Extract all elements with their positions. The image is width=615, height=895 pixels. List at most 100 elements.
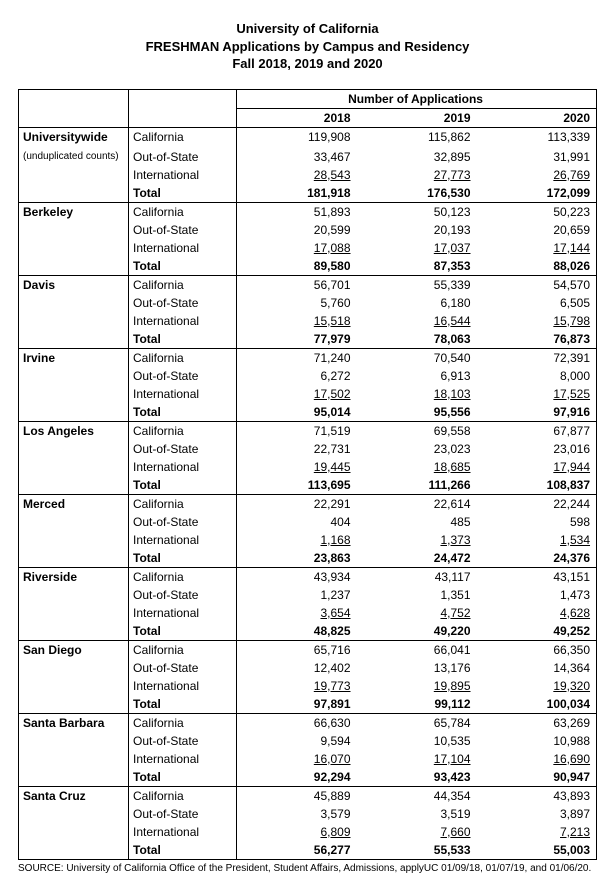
year-header: 2018 bbox=[237, 108, 357, 127]
value-cell: 76,873 bbox=[477, 330, 597, 349]
residency-label: International bbox=[129, 604, 237, 622]
table-row: (unduplicated counts)Out-of-State33,4673… bbox=[19, 146, 597, 166]
title-line-1: University of California bbox=[18, 20, 597, 38]
value-cell: 26,769 bbox=[477, 166, 597, 184]
value-cell: 17,037 bbox=[357, 239, 477, 257]
value-cell: 111,266 bbox=[357, 476, 477, 495]
value-cell: 23,863 bbox=[237, 549, 357, 568]
campus-name: Santa Barbara bbox=[23, 716, 104, 730]
value-cell: 43,151 bbox=[477, 567, 597, 586]
residency-label: California bbox=[129, 348, 237, 367]
value-cell: 97,916 bbox=[477, 403, 597, 422]
table-row: Out-of-State6,2726,9138,000 bbox=[19, 367, 597, 385]
value-cell: 16,544 bbox=[357, 312, 477, 330]
year-header: 2019 bbox=[357, 108, 477, 127]
value-cell: 43,117 bbox=[357, 567, 477, 586]
value-cell: 45,889 bbox=[237, 786, 357, 805]
residency-label: Out-of-State bbox=[129, 146, 237, 166]
value-cell: 17,525 bbox=[477, 385, 597, 403]
residency-label: California bbox=[129, 421, 237, 440]
value-cell: 485 bbox=[357, 513, 477, 531]
value-cell: 3,897 bbox=[477, 805, 597, 823]
table-row: International15,51816,54415,798 bbox=[19, 312, 597, 330]
value-cell: 10,988 bbox=[477, 732, 597, 750]
value-cell: 19,320 bbox=[477, 677, 597, 695]
residency-label: Out-of-State bbox=[129, 586, 237, 604]
table-row: San DiegoCalifornia65,71666,04166,350 bbox=[19, 640, 597, 659]
value-cell: 31,991 bbox=[477, 146, 597, 166]
applications-table: Number of Applications201820192020Univer… bbox=[18, 89, 597, 860]
value-cell: 66,350 bbox=[477, 640, 597, 659]
value-cell: 1,373 bbox=[357, 531, 477, 549]
value-cell: 1,351 bbox=[357, 586, 477, 604]
value-cell: 172,099 bbox=[477, 184, 597, 203]
campus-name: Riverside bbox=[23, 570, 77, 584]
value-cell: 6,913 bbox=[357, 367, 477, 385]
value-cell: 3,654 bbox=[237, 604, 357, 622]
value-cell: 92,294 bbox=[237, 768, 357, 787]
value-cell: 49,220 bbox=[357, 622, 477, 641]
residency-label: California bbox=[129, 567, 237, 586]
table-row: Santa BarbaraCalifornia66,63065,78463,26… bbox=[19, 713, 597, 732]
value-cell: 49,252 bbox=[477, 622, 597, 641]
value-cell: 19,445 bbox=[237, 458, 357, 476]
residency-label: Total bbox=[129, 695, 237, 714]
value-cell: 3,579 bbox=[237, 805, 357, 823]
value-cell: 7,660 bbox=[357, 823, 477, 841]
value-cell: 67,877 bbox=[477, 421, 597, 440]
table-row: Out-of-State5,7606,1806,505 bbox=[19, 294, 597, 312]
table-row: Total77,97978,06376,873 bbox=[19, 330, 597, 349]
value-cell: 17,104 bbox=[357, 750, 477, 768]
value-cell: 176,530 bbox=[357, 184, 477, 203]
residency-label: Total bbox=[129, 330, 237, 349]
table-row: Total23,86324,47224,376 bbox=[19, 549, 597, 568]
value-cell: 8,000 bbox=[477, 367, 597, 385]
value-cell: 113,339 bbox=[477, 127, 597, 146]
residency-label: Total bbox=[129, 768, 237, 787]
value-cell: 17,944 bbox=[477, 458, 597, 476]
table-row: International19,44518,68517,944 bbox=[19, 458, 597, 476]
value-cell: 1,168 bbox=[237, 531, 357, 549]
table-row: Total181,918176,530172,099 bbox=[19, 184, 597, 203]
value-cell: 65,716 bbox=[237, 640, 357, 659]
value-cell: 115,862 bbox=[357, 127, 477, 146]
value-cell: 22,614 bbox=[357, 494, 477, 513]
residency-label: California bbox=[129, 127, 237, 146]
residency-label: International bbox=[129, 166, 237, 184]
value-cell: 22,291 bbox=[237, 494, 357, 513]
value-cell: 9,594 bbox=[237, 732, 357, 750]
residency-label: Out-of-State bbox=[129, 367, 237, 385]
table-row: MercedCalifornia22,29122,61422,244 bbox=[19, 494, 597, 513]
residency-label: Out-of-State bbox=[129, 440, 237, 458]
value-cell: 23,016 bbox=[477, 440, 597, 458]
table-row: UniversitywideCalifornia119,908115,86211… bbox=[19, 127, 597, 146]
campus-name: Davis bbox=[23, 278, 55, 292]
value-cell: 16,690 bbox=[477, 750, 597, 768]
campus-name: San Diego bbox=[23, 643, 82, 657]
campus-name: Berkeley bbox=[23, 205, 73, 219]
value-cell: 10,535 bbox=[357, 732, 477, 750]
value-cell: 78,063 bbox=[357, 330, 477, 349]
value-cell: 56,701 bbox=[237, 275, 357, 294]
value-cell: 19,895 bbox=[357, 677, 477, 695]
table-row: International28,54327,77326,769 bbox=[19, 166, 597, 184]
value-cell: 43,934 bbox=[237, 567, 357, 586]
value-cell: 32,895 bbox=[357, 146, 477, 166]
value-cell: 15,798 bbox=[477, 312, 597, 330]
campus-name: Irvine bbox=[23, 351, 55, 365]
value-cell: 51,893 bbox=[237, 202, 357, 221]
value-cell: 23,023 bbox=[357, 440, 477, 458]
residency-label: International bbox=[129, 239, 237, 257]
value-cell: 20,193 bbox=[357, 221, 477, 239]
residency-label: Out-of-State bbox=[129, 221, 237, 239]
value-cell: 1,237 bbox=[237, 586, 357, 604]
year-header: 2020 bbox=[477, 108, 597, 127]
value-cell: 72,391 bbox=[477, 348, 597, 367]
table-row: Riverside California43,93443,11743,151 bbox=[19, 567, 597, 586]
value-cell: 99,112 bbox=[357, 695, 477, 714]
value-cell: 15,518 bbox=[237, 312, 357, 330]
value-cell: 50,123 bbox=[357, 202, 477, 221]
value-cell: 18,685 bbox=[357, 458, 477, 476]
residency-label: California bbox=[129, 275, 237, 294]
value-cell: 3,519 bbox=[357, 805, 477, 823]
